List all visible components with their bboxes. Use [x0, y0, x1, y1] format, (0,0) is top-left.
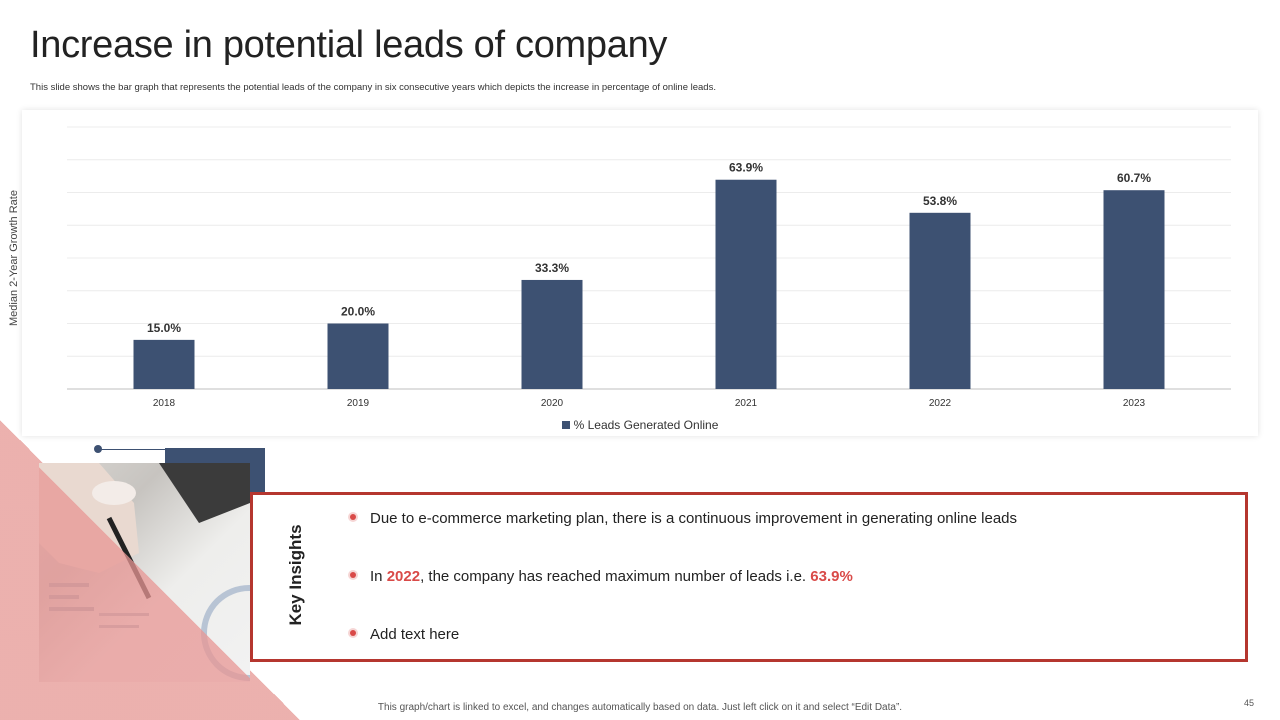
insight-text-mid: , the company has reached maximum number…: [420, 568, 811, 585]
key-insights-label: Key Insights: [286, 524, 305, 626]
bullet-icon: [350, 514, 356, 520]
chart-legend: % Leads Generated Online: [0, 418, 1280, 432]
hand-with-pen-photo: [39, 463, 250, 682]
insight-item: Add text here: [350, 626, 459, 643]
x-tick-label-2023: 2023: [1123, 398, 1146, 409]
footer-note: This graph/chart is linked to excel, and…: [377, 702, 903, 713]
bar-2021[interactable]: [715, 179, 777, 389]
x-tick-label-2021: 2021: [735, 398, 758, 409]
insight-item: Due to e-commerce marketing plan, there …: [350, 510, 1017, 527]
bar-2020[interactable]: [521, 279, 583, 389]
data-label-2023: 60.7%: [1117, 171, 1151, 185]
insight-text: Due to e-commerce marketing plan, there …: [370, 510, 1018, 527]
decorative-dot: [94, 445, 102, 453]
insight-item: In 2022, the company has reached maximum…: [350, 568, 853, 585]
bar-2019[interactable]: [327, 323, 389, 390]
bar-2023[interactable]: [1103, 190, 1165, 389]
insight-highlight-value: 63.9%: [810, 568, 853, 585]
x-tick-label-2019: 2019: [347, 398, 370, 409]
chart-card[interactable]: 15.0% 2018 20.0% 2019 33.3% 2020 63.9% 2021 53.8…: [22, 110, 1258, 436]
data-label-2020: 33.3%: [535, 261, 569, 275]
y-axis-label: Median 2-Year Growth Rate: [8, 190, 20, 326]
page-title: Increase in potential leads of company: [30, 24, 668, 66]
x-tick-label-2022: 2022: [929, 398, 952, 409]
bar-chart[interactable]: 15.0% 2018 20.0% 2019 33.3% 2020 63.9% 2021 53.8…: [22, 110, 1258, 436]
bullet-icon: [350, 630, 356, 636]
insight-highlight-year: 2022: [386, 568, 421, 585]
legend-swatch: [561, 421, 570, 429]
insight-text-pre: In: [370, 568, 387, 585]
page-subtitle: This slide shows the bar graph that repr…: [30, 82, 716, 93]
page-number: 45: [1243, 698, 1254, 708]
legend-label: % Leads Generated Online: [573, 418, 719, 432]
x-tick-label-2020: 2020: [541, 398, 564, 409]
x-tick-label-2018: 2018: [153, 398, 176, 409]
data-label-2018: 15.0%: [147, 321, 181, 335]
bar-2018[interactable]: [133, 339, 195, 389]
data-label-2022: 53.8%: [923, 194, 957, 208]
photo-tint: [39, 463, 250, 682]
data-label-2019: 20.0%: [341, 305, 375, 319]
bar-2022[interactable]: [909, 212, 971, 389]
insight-text[interactable]: Add text here: [370, 626, 460, 643]
data-label-2021: 63.9%: [729, 161, 763, 175]
key-insights-box: [250, 492, 1248, 662]
bullet-icon: [350, 572, 356, 578]
